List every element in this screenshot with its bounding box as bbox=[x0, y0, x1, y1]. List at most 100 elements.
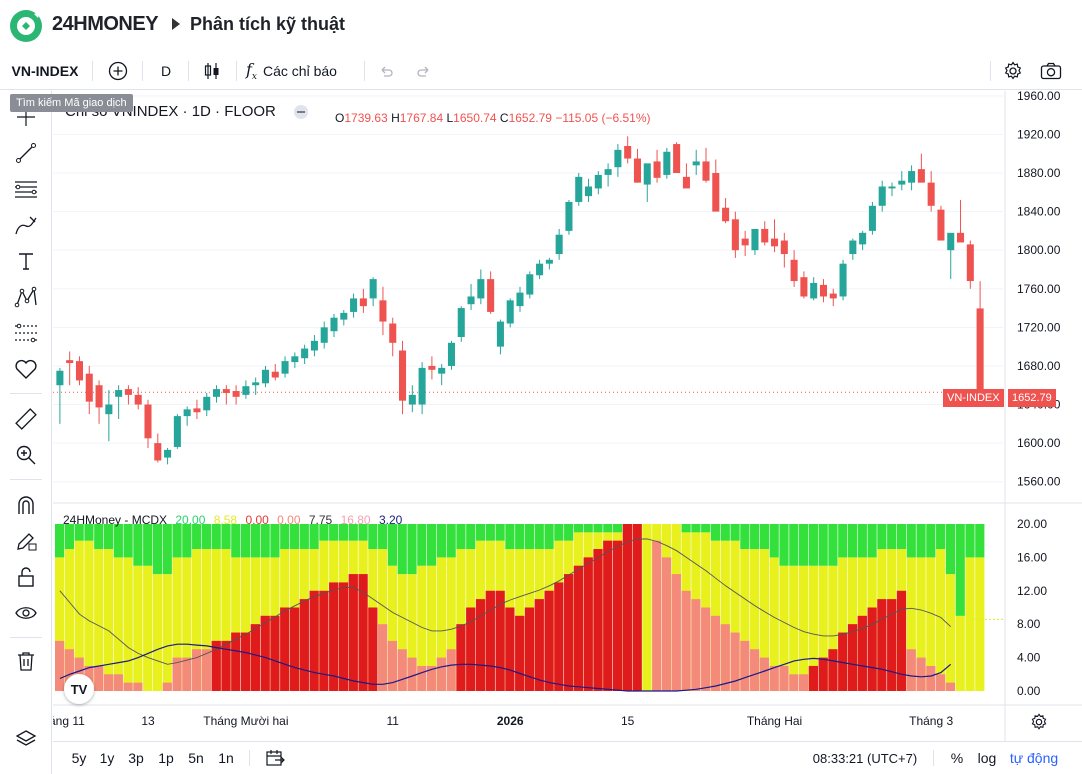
goto-date-button[interactable] bbox=[261, 747, 289, 769]
redo-button[interactable] bbox=[410, 52, 438, 90]
trend-line-tool[interactable] bbox=[10, 137, 42, 169]
hide-drawings-tool[interactable] bbox=[10, 597, 42, 629]
mcdx-banker-strong-bar bbox=[573, 565, 584, 691]
range-3p-button[interactable]: 3p bbox=[128, 750, 144, 766]
candle-body bbox=[506, 300, 514, 324]
camera-icon bbox=[1040, 62, 1062, 80]
text-tool[interactable] bbox=[10, 245, 42, 277]
mcdx-retail-bar bbox=[750, 549, 760, 691]
candle-body bbox=[310, 340, 318, 351]
mcdx-hotmoney-bar bbox=[593, 524, 603, 533]
pattern-tool[interactable] bbox=[10, 281, 42, 313]
candles-icon bbox=[204, 63, 219, 79]
range-1p-button[interactable]: 1p bbox=[158, 750, 174, 766]
mcdx-banker-strong-bar bbox=[211, 640, 221, 691]
range-5y-button[interactable]: 5y bbox=[71, 750, 87, 766]
mcdx-retail-bar bbox=[221, 549, 231, 691]
toolbar-divider bbox=[236, 61, 237, 81]
mcdx-banker-bar bbox=[701, 607, 711, 691]
indicators-button[interactable]: fx Các chỉ báo bbox=[246, 52, 358, 90]
mcdx-retail-bar bbox=[789, 565, 799, 691]
candle-body bbox=[516, 292, 524, 307]
lock-tool[interactable] bbox=[10, 561, 42, 593]
favorites-tool[interactable] bbox=[10, 353, 42, 385]
mcdx-hotmoney-bar bbox=[779, 524, 789, 566]
mcdx-retail-bar bbox=[241, 557, 251, 691]
range-1n-button[interactable]: 1n bbox=[218, 750, 234, 766]
mcdx-banker-strong-bar bbox=[260, 615, 270, 691]
mcdx-hotmoney-bar bbox=[769, 524, 779, 558]
magnet-tool[interactable] bbox=[10, 489, 42, 521]
mcdx-retail-bar bbox=[417, 565, 427, 691]
pattern-icon bbox=[14, 286, 37, 308]
compare-symbol-button[interactable] bbox=[104, 52, 132, 90]
mcdx-banker-strong-bar bbox=[515, 615, 525, 691]
settings-button[interactable] bbox=[998, 52, 1028, 90]
price-axis-label: 1600.00 bbox=[1017, 436, 1061, 450]
close-label: C bbox=[499, 111, 509, 125]
indicator-value: 0.00 bbox=[245, 513, 269, 527]
mcdx-hotmoney-bar bbox=[387, 524, 398, 566]
candle-body bbox=[927, 182, 935, 206]
brush-tool[interactable] bbox=[10, 209, 42, 241]
zoom-tool[interactable] bbox=[10, 439, 42, 471]
price-axis-label: 1560.00 bbox=[1017, 475, 1061, 489]
mcdx-banker-bar bbox=[192, 649, 202, 691]
brand-name[interactable]: 24HMONEY bbox=[52, 13, 159, 35]
legend-toggle-icon[interactable] bbox=[293, 104, 308, 119]
lock-drawings-tool[interactable] bbox=[10, 525, 42, 557]
mcdx-hotmoney-bar bbox=[936, 524, 946, 550]
mcdx-retail-bar bbox=[965, 557, 975, 691]
candle-body bbox=[291, 356, 299, 363]
prediction-tool[interactable] bbox=[10, 317, 42, 349]
log-scale-button[interactable]: log bbox=[977, 750, 997, 766]
undo-button[interactable] bbox=[372, 52, 400, 90]
mcdx-hotmoney-bar bbox=[231, 524, 241, 558]
ruler-tool[interactable] bbox=[10, 403, 42, 435]
object-tree-tool[interactable] bbox=[10, 723, 42, 755]
indicator-name[interactable]: 24HMoney - MCDX bbox=[63, 513, 168, 527]
candle-body bbox=[859, 232, 867, 245]
chart-canvas[interactable]: 1960.00 1920.00 1880.00 1840.00 1800.00 1760.… bbox=[53, 91, 1082, 741]
percent-scale-button[interactable]: % bbox=[950, 750, 964, 766]
mcdx-hotmoney-bar bbox=[143, 524, 153, 566]
candle-body bbox=[653, 161, 661, 178]
range-5n-button[interactable]: 5n bbox=[188, 750, 204, 766]
fx-icon: fx bbox=[246, 59, 257, 83]
fib-tool[interactable] bbox=[10, 173, 42, 205]
candle-body bbox=[213, 389, 221, 397]
axis-settings-button[interactable] bbox=[1028, 711, 1050, 733]
auto-scale-button[interactable]: tự động bbox=[1009, 750, 1059, 766]
chart-area[interactable]: 1960.00 1920.00 1880.00 1840.00 1800.00 1760.… bbox=[53, 91, 1082, 774]
mcdx-hotmoney-bar bbox=[182, 524, 192, 558]
mcdx-banker-strong-bar bbox=[867, 607, 877, 691]
mcdx-banker-bar bbox=[936, 674, 946, 691]
mcdx-hotmoney-bar bbox=[583, 524, 593, 533]
mcdx-hotmoney-bar bbox=[828, 524, 838, 566]
mcdx-retail-bar bbox=[123, 557, 133, 691]
mcdx-banker-bar bbox=[378, 624, 388, 691]
mcdx-hotmoney-bar bbox=[485, 524, 495, 541]
candle-body bbox=[908, 171, 916, 183]
candle-body bbox=[487, 279, 495, 312]
chart-type-button[interactable] bbox=[198, 52, 226, 90]
mcdx-banker-strong-bar bbox=[818, 657, 828, 691]
mcdx-hotmoney-bar bbox=[211, 524, 221, 550]
toolbar-divider bbox=[142, 61, 143, 81]
time-axis-label: 2026 bbox=[497, 714, 524, 728]
symbol-search-button[interactable]: VN-INDEX bbox=[11, 63, 79, 79]
tradingview-logo-icon[interactable]: TV bbox=[64, 674, 94, 704]
candle-body bbox=[741, 238, 749, 246]
mcdx-banker-bar bbox=[906, 649, 916, 691]
mcdx-banker-bar bbox=[55, 640, 65, 691]
interval-button[interactable]: D bbox=[160, 63, 172, 79]
range-1y-button[interactable]: 1y bbox=[99, 750, 115, 766]
remove-drawings-tool[interactable] bbox=[10, 645, 42, 677]
mcdx-retail-bar bbox=[945, 574, 956, 691]
snapshot-button[interactable] bbox=[1036, 52, 1066, 90]
mcdx-banker-bar bbox=[407, 657, 417, 691]
mcdx-hotmoney-bar bbox=[955, 524, 965, 616]
brand-logo-icon[interactable] bbox=[8, 8, 44, 44]
clock-timezone[interactable]: 08:33:21 (UTC+7) bbox=[812, 750, 918, 766]
mcdx-banker-strong-bar bbox=[231, 632, 241, 691]
